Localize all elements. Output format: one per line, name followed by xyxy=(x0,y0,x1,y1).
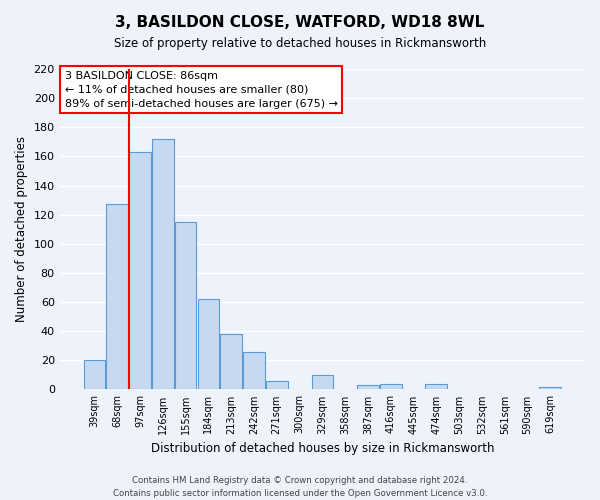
X-axis label: Distribution of detached houses by size in Rickmansworth: Distribution of detached houses by size … xyxy=(151,442,494,455)
Bar xyxy=(266,380,287,390)
Text: 3, BASILDON CLOSE, WATFORD, WD18 8WL: 3, BASILDON CLOSE, WATFORD, WD18 8WL xyxy=(115,15,485,30)
Bar xyxy=(106,204,128,390)
Bar xyxy=(152,139,173,390)
Bar xyxy=(425,384,447,390)
Y-axis label: Number of detached properties: Number of detached properties xyxy=(15,136,28,322)
Text: Contains HM Land Registry data © Crown copyright and database right 2024.
Contai: Contains HM Land Registry data © Crown c… xyxy=(113,476,487,498)
Bar xyxy=(220,334,242,390)
Bar xyxy=(243,352,265,390)
Bar xyxy=(197,299,219,390)
Bar xyxy=(129,152,151,390)
Text: 3 BASILDON CLOSE: 86sqm
← 11% of detached houses are smaller (80)
89% of semi-de: 3 BASILDON CLOSE: 86sqm ← 11% of detache… xyxy=(65,70,338,108)
Bar xyxy=(83,360,105,390)
Text: Size of property relative to detached houses in Rickmansworth: Size of property relative to detached ho… xyxy=(114,38,486,51)
Bar xyxy=(311,375,333,390)
Bar xyxy=(357,385,379,390)
Bar xyxy=(380,384,401,390)
Bar xyxy=(175,222,196,390)
Bar xyxy=(539,386,561,390)
